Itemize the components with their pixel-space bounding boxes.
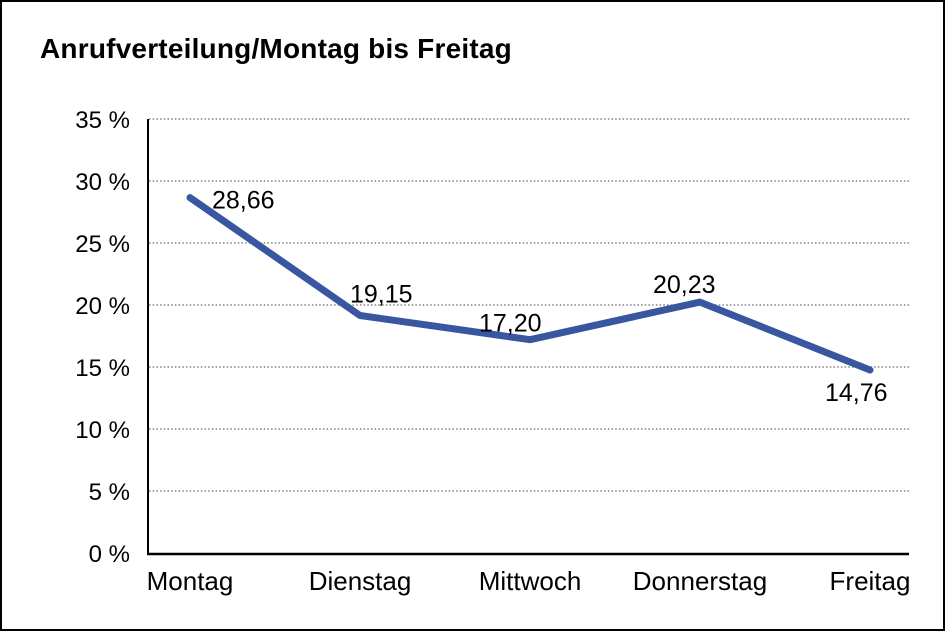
- series-line: [186, 194, 874, 374]
- data-point-label: 28,66: [212, 187, 275, 215]
- chart-title: Anrufverteilung/Montag bis Freitag: [40, 33, 512, 64]
- y-axis-tick-label: 25 %: [75, 231, 130, 258]
- x-axis-category-label: Donnerstag: [633, 566, 767, 596]
- data-point-label: 17,20: [479, 310, 542, 338]
- y-axis-tick-label: 20 %: [75, 293, 130, 320]
- x-axis-category-label: Dienstag: [309, 566, 412, 596]
- data-point-label: 19,15: [350, 281, 413, 309]
- x-axis-category-label: Mittwoch: [479, 566, 582, 596]
- data-point-label: 20,23: [653, 271, 716, 299]
- y-axis-tick-label: 0 %: [89, 541, 130, 568]
- x-axis-category-label: Montag: [147, 566, 234, 596]
- y-axis-tick-label: 5 %: [89, 479, 130, 506]
- y-axis-tick-label: 30 %: [75, 169, 130, 196]
- y-axis-tick-label: 35 %: [75, 107, 130, 134]
- x-axis-category-label: Freitag: [830, 566, 911, 596]
- data-point-label: 14,76: [825, 379, 888, 407]
- y-axis-tick-label: 15 %: [75, 355, 130, 382]
- y-axis-tick-label: 10 %: [75, 417, 130, 444]
